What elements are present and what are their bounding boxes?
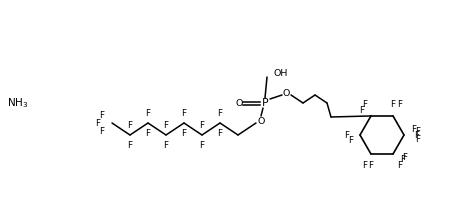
Text: F: F (416, 135, 421, 144)
Text: F: F (146, 109, 151, 118)
Text: F: F (163, 121, 168, 130)
Text: F: F (362, 161, 367, 170)
Text: O: O (235, 98, 243, 108)
Text: F: F (218, 109, 222, 118)
Text: F: F (402, 152, 408, 161)
Text: F: F (359, 106, 364, 115)
Text: F: F (199, 140, 205, 150)
Text: F: F (100, 126, 104, 135)
Text: F: F (362, 100, 367, 109)
Text: F: F (390, 100, 395, 109)
Text: F: F (127, 121, 132, 130)
Text: F: F (127, 140, 132, 150)
Text: F: F (163, 140, 168, 150)
Text: F: F (182, 109, 187, 118)
Text: F: F (411, 125, 416, 134)
Text: F: F (218, 129, 222, 138)
Text: O: O (257, 117, 265, 126)
Text: F: F (397, 100, 402, 109)
Text: P: P (262, 98, 268, 108)
Text: F: F (100, 110, 104, 119)
Text: F: F (400, 155, 405, 164)
Text: F: F (199, 121, 205, 130)
Text: F: F (95, 118, 101, 127)
Text: F: F (368, 161, 373, 169)
Text: OH: OH (273, 68, 287, 77)
Text: F: F (146, 129, 151, 138)
Text: NH$_3$: NH$_3$ (7, 96, 29, 110)
Text: F: F (348, 136, 353, 145)
Text: F: F (182, 129, 187, 138)
Text: O: O (282, 88, 290, 97)
Text: F: F (397, 161, 402, 170)
Text: F: F (344, 130, 350, 139)
Text: F: F (416, 127, 421, 136)
Text: F: F (415, 130, 419, 139)
